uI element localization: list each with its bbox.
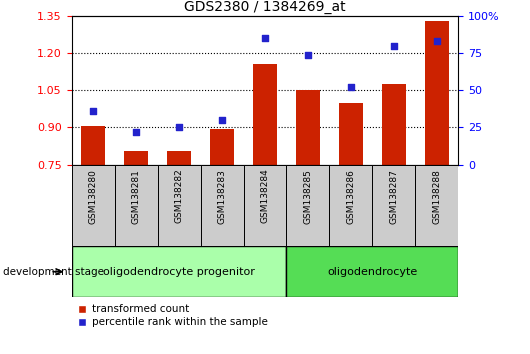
Bar xyxy=(72,165,114,246)
Bar xyxy=(373,165,416,246)
Text: GSM138283: GSM138283 xyxy=(217,169,226,224)
Text: GSM138284: GSM138284 xyxy=(261,169,269,223)
Text: GSM138281: GSM138281 xyxy=(131,169,140,224)
Text: GSM138282: GSM138282 xyxy=(174,169,183,223)
Point xyxy=(261,35,269,41)
Bar xyxy=(114,165,157,246)
Text: GSM138286: GSM138286 xyxy=(347,169,356,224)
Text: GSM138288: GSM138288 xyxy=(432,169,441,224)
Bar xyxy=(287,246,458,297)
Bar xyxy=(81,126,105,165)
Bar xyxy=(210,129,234,165)
Bar xyxy=(339,103,363,165)
Bar xyxy=(253,64,277,165)
Point xyxy=(432,38,441,44)
Point xyxy=(304,52,312,57)
Text: development stage: development stage xyxy=(3,267,104,277)
Text: GSM138287: GSM138287 xyxy=(390,169,399,224)
Point xyxy=(89,108,98,114)
Bar xyxy=(287,165,330,246)
Point xyxy=(132,129,140,135)
Bar xyxy=(124,151,148,165)
Text: oligodendrocyte progenitor: oligodendrocyte progenitor xyxy=(103,267,255,277)
Bar xyxy=(330,165,373,246)
Bar xyxy=(416,165,458,246)
Bar xyxy=(157,165,200,246)
Bar xyxy=(243,165,287,246)
Point xyxy=(390,43,398,48)
Title: GDS2380 / 1384269_at: GDS2380 / 1384269_at xyxy=(184,0,346,13)
Legend: transformed count, percentile rank within the sample: transformed count, percentile rank withi… xyxy=(77,304,268,327)
Point xyxy=(175,125,183,130)
Text: oligodendrocyte: oligodendrocyte xyxy=(328,267,418,277)
Bar xyxy=(167,151,191,165)
Bar xyxy=(382,84,406,165)
Bar xyxy=(72,246,287,297)
Point xyxy=(218,117,226,123)
Bar xyxy=(425,21,449,165)
Bar xyxy=(200,165,243,246)
Point xyxy=(347,85,355,90)
Text: GSM138285: GSM138285 xyxy=(304,169,313,224)
Bar xyxy=(296,90,320,165)
Text: GSM138280: GSM138280 xyxy=(89,169,98,224)
